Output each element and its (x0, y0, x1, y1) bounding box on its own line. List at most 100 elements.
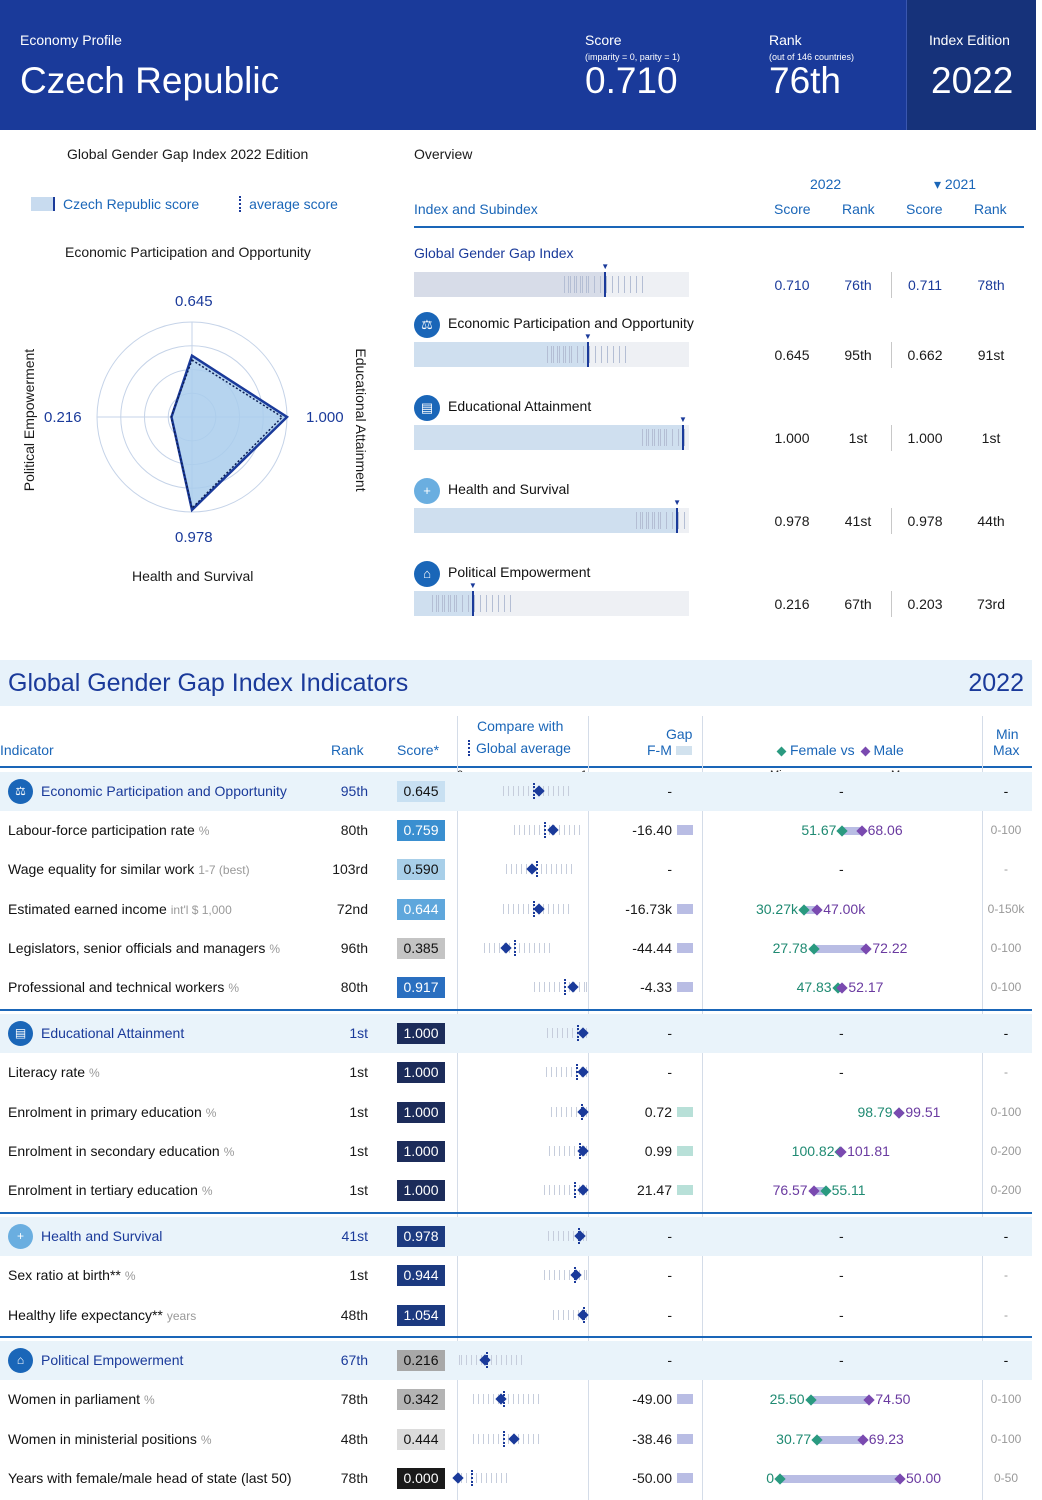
distribution-tick (550, 346, 552, 363)
indicator-unit: % (205, 1106, 217, 1120)
rank-value: 76th (769, 60, 842, 101)
overview-row-name: Political Empowerment (448, 564, 591, 580)
col-male-text: Male (873, 742, 904, 758)
female-vs-male-cell: 25.50 74.50 (705, 1391, 980, 1409)
min-max-range: 0-100 (990, 941, 1022, 955)
distribution-tick (539, 825, 541, 835)
indicator-name-text: Enrolment in tertiary education (8, 1182, 198, 1198)
compare-strip (458, 780, 588, 802)
gap-bar (677, 1394, 693, 1404)
distribution-tick (564, 346, 566, 363)
distribution-tick (544, 1270, 546, 1280)
global-average-marker (564, 979, 567, 995)
indicator-rank: 1st (349, 1025, 368, 1041)
distribution-tick (523, 904, 524, 914)
distribution-tick (684, 429, 685, 446)
radar-value-left: 0.216 (44, 409, 82, 426)
distribution-tick (558, 1231, 559, 1241)
distribution-tick (513, 786, 514, 796)
gap-value: - (667, 1228, 672, 1244)
radar-title: Global Gender Gap Index 2022 Edition (67, 146, 308, 162)
distribution-tick (500, 1473, 502, 1483)
female-male-empty: - (839, 1025, 844, 1041)
distribution-tick (568, 1310, 569, 1320)
distribution-tick (582, 346, 584, 363)
indicator-unit: % (269, 942, 280, 956)
distribution-tick (491, 595, 493, 612)
category-row: ▤ Educational Attainment 1st 1.000 - - - (0, 1014, 1032, 1053)
indicator-rank: 78th (340, 1391, 368, 1407)
radar-axis-bottom: Health and Survival (132, 568, 254, 584)
gap-bar (677, 1107, 693, 1117)
edition-value: 2022 (931, 60, 1014, 101)
distribution-tick (571, 1028, 573, 1038)
distribution-tick (565, 864, 567, 874)
min-max-range: - (1003, 1025, 1009, 1041)
indicator-rank: 1st (349, 1064, 368, 1080)
distribution-tick (636, 512, 638, 529)
distribution-tick (473, 1394, 474, 1404)
distribution-tick (560, 1107, 562, 1117)
distribution-tick (485, 595, 487, 612)
indicators-title: Global Gender Gap Index Indicators (8, 669, 409, 697)
compare-strip (458, 976, 588, 998)
distribution-tick (672, 429, 673, 446)
distribution-tick (478, 1434, 479, 1444)
distribution-tick (550, 864, 552, 874)
indicator-row: Wage equality for similar work 1-7 (best)… (0, 850, 1032, 889)
distribution-tick (498, 1434, 499, 1444)
female-vs-male-cell: - (705, 1352, 980, 1370)
distribution-tick (549, 982, 551, 992)
indicator-name: Educational Attainment (41, 1025, 184, 1041)
indicator-name-text: Estimated earned income (8, 901, 167, 917)
female-vs-male-cell: 30.27k 47.00k (705, 901, 980, 919)
indicator-score-badge: 0.342 (397, 1389, 445, 1410)
indicator-name: Professional and technical workers% (8, 979, 239, 995)
distribution-tick (559, 1146, 561, 1156)
distribution-tick (618, 276, 620, 293)
distribution-tick (520, 1355, 522, 1365)
col-gap-1: Gap (666, 726, 693, 742)
economic-participation-icon: ⚖ (8, 779, 33, 804)
distribution-tick (549, 1146, 551, 1156)
indicator-score-badge: 0.645 (397, 781, 445, 802)
distribution-tick (559, 825, 561, 835)
female-vs-male-cell: 30.77 69.23 (705, 1431, 980, 1449)
compare-strip (458, 1179, 589, 1201)
distribution-tick (465, 1355, 467, 1365)
indicator-name-text: Wage equality for similar work (8, 861, 195, 877)
global-average-marker (575, 1064, 578, 1080)
female-vs-male-cell: 98.79 99.51 (705, 1104, 980, 1122)
distribution-tick (618, 346, 620, 363)
indicators-header-rule (0, 766, 1032, 768)
overview-score-marker (604, 272, 607, 297)
economy-profile-label: Economy Profile (20, 32, 122, 48)
distribution-tick (509, 595, 511, 612)
distribution-tick (490, 1473, 492, 1483)
overview-divider (891, 591, 892, 617)
distribution-tick (666, 429, 667, 446)
overview-score-fill (414, 342, 587, 367)
distribution-tick (576, 276, 578, 293)
compare-strip (458, 1225, 588, 1247)
distribution-tick (569, 1185, 571, 1195)
overview-score-prev: 0.711 (908, 277, 942, 293)
distribution-tick (556, 346, 558, 363)
distribution-tick (654, 512, 656, 529)
radar-axis-left: Political Empowerment (21, 348, 37, 492)
distribution-tick (554, 1185, 556, 1195)
distribution-tick (485, 1473, 487, 1483)
distribution-tick (606, 346, 608, 363)
compare-strip (458, 819, 588, 841)
overview-marker-triangle-icon: ▼ (673, 498, 682, 507)
distribution-tick (678, 429, 679, 446)
political-building-icon: ⌂ (414, 561, 440, 587)
distribution-tick (570, 864, 572, 874)
female-vs-male-cell: - (705, 1228, 980, 1246)
distribution-tick (508, 904, 509, 914)
country-score-diamond-icon (574, 1230, 586, 1242)
distribution-tick (514, 825, 516, 835)
indicator-score-badge: 0.000 (397, 1468, 445, 1489)
female-vs-male-cell: 55.11 76.57 (705, 1182, 980, 1200)
indicator-row: Legislators, senior officials and manage… (0, 929, 1032, 968)
